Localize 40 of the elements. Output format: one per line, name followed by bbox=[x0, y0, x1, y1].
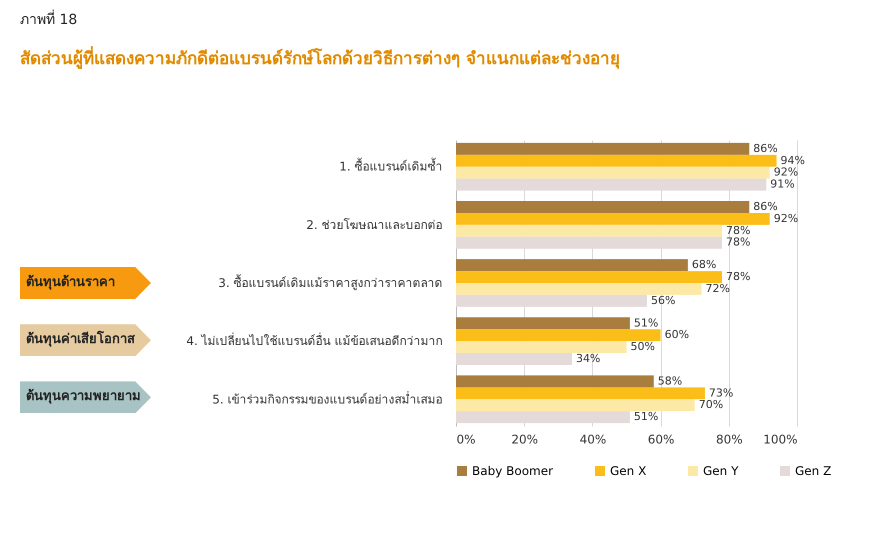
legend-label: Baby Boomer bbox=[472, 464, 554, 478]
data-label: 78% bbox=[726, 236, 750, 249]
data-label: 34% bbox=[576, 352, 600, 366]
y-tick-label: 2. ช่วยโฆษณาและบอกต่อ bbox=[306, 218, 442, 232]
data-label: 92% bbox=[774, 166, 798, 179]
text: ภาพที่ 18 bbox=[20, 8, 78, 30]
data-label: 91% bbox=[770, 178, 795, 191]
legend-label: Gen Y bbox=[703, 464, 740, 478]
data-label: 60% bbox=[664, 328, 690, 342]
y-tick-label: 1. ซื้อแบรนด์เดิมซ้ำ bbox=[339, 158, 442, 174]
data-label: 92% bbox=[774, 212, 798, 225]
data-label: 86% bbox=[753, 142, 778, 155]
data-label: 78% bbox=[726, 270, 750, 284]
data-label: 51% bbox=[634, 316, 658, 330]
y-tick-label: 4. ไม่เปลี่ยนไปใช้แบรนด์อื่น แม้ข้อเสนอดีกว่ามาก bbox=[186, 332, 442, 348]
data-label: 86% bbox=[753, 200, 778, 213]
legend-label: Gen Z bbox=[795, 464, 832, 478]
y-tick-label: 3. ซื้อแบรนด์เดิมแม้ราคาสูงกว่าราคาตลาด bbox=[218, 274, 442, 291]
data-label: 50% bbox=[630, 340, 655, 354]
data-label: 73% bbox=[708, 386, 734, 400]
legend-label: Gen X bbox=[610, 464, 646, 478]
x-tick-label: 100% bbox=[763, 432, 798, 446]
data-label: 58% bbox=[658, 374, 682, 388]
text: สัดส่วนผู้ที่แสดงความภักดีต่อแบรนด์รักษ์โลกด้วยวิธีการต่างๆ จำแนกแต่ละช่วงอายุ bbox=[20, 45, 620, 71]
x-tick-label: 0% bbox=[456, 432, 476, 446]
data-label: 68% bbox=[692, 258, 716, 272]
x-tick-label: 80% bbox=[716, 432, 743, 446]
y-tick-label: 5. เข้าร่วมกิจกรรมของแบรนด์อย่างสม่ำเสมอ bbox=[212, 390, 442, 406]
arrow-label-box: ต้นทุนค่าเสียโอกาส bbox=[20, 324, 151, 356]
data-label: 72% bbox=[706, 282, 730, 295]
arrow-label-box: ต้นทุนความพยายาม bbox=[20, 381, 151, 414]
x-tick-label: 40% bbox=[580, 432, 606, 446]
data-label: 70% bbox=[698, 398, 724, 412]
data-label: 78% bbox=[726, 224, 750, 237]
data-label: 51% bbox=[634, 410, 658, 424]
x-tick-label: 60% bbox=[648, 432, 674, 446]
data-label: 94% bbox=[780, 154, 805, 167]
arrow-label-box: ต้นทุนด้านราคา bbox=[20, 267, 151, 299]
data-label: 56% bbox=[650, 294, 676, 307]
x-tick-label: 20% bbox=[511, 432, 538, 446]
